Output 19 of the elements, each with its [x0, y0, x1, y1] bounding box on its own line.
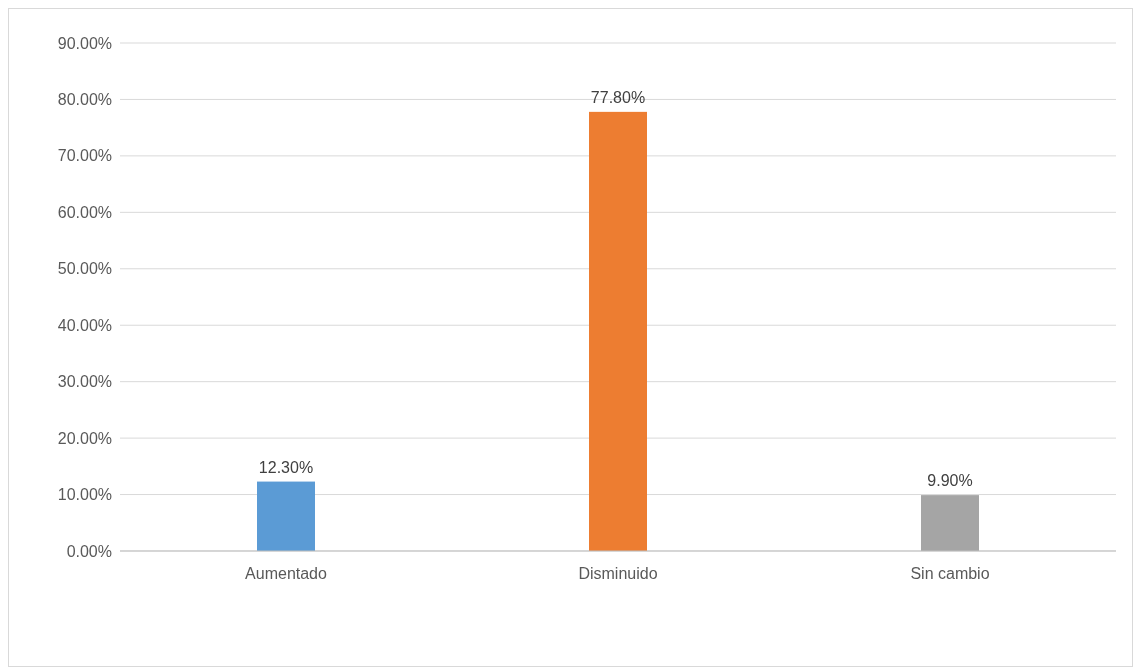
y-tick-label: 0.00%: [66, 542, 112, 560]
y-tick-label: 30.00%: [57, 373, 112, 391]
data-label: 77.80%: [590, 88, 646, 106]
y-tick-label: 80.00%: [57, 91, 112, 109]
bar: [589, 111, 647, 551]
y-tick-label: 20.00%: [57, 429, 112, 447]
x-tick-label: Aumentado: [245, 565, 328, 582]
bar: [921, 495, 979, 551]
x-tick-label: Disminuido: [578, 565, 658, 582]
bar: [257, 481, 315, 551]
data-label: 9.90%: [927, 472, 973, 490]
y-tick-label: 10.00%: [57, 486, 112, 504]
data-label: 12.30%: [258, 458, 314, 476]
y-tick-label: 90.00%: [57, 34, 112, 52]
y-tick-label: 70.00%: [57, 147, 112, 165]
y-tick-label: 40.00%: [57, 316, 112, 334]
x-tick-label: Sin cambio: [910, 565, 990, 582]
y-tick-label: 60.00%: [57, 203, 112, 221]
y-tick-label: 50.00%: [57, 260, 112, 278]
